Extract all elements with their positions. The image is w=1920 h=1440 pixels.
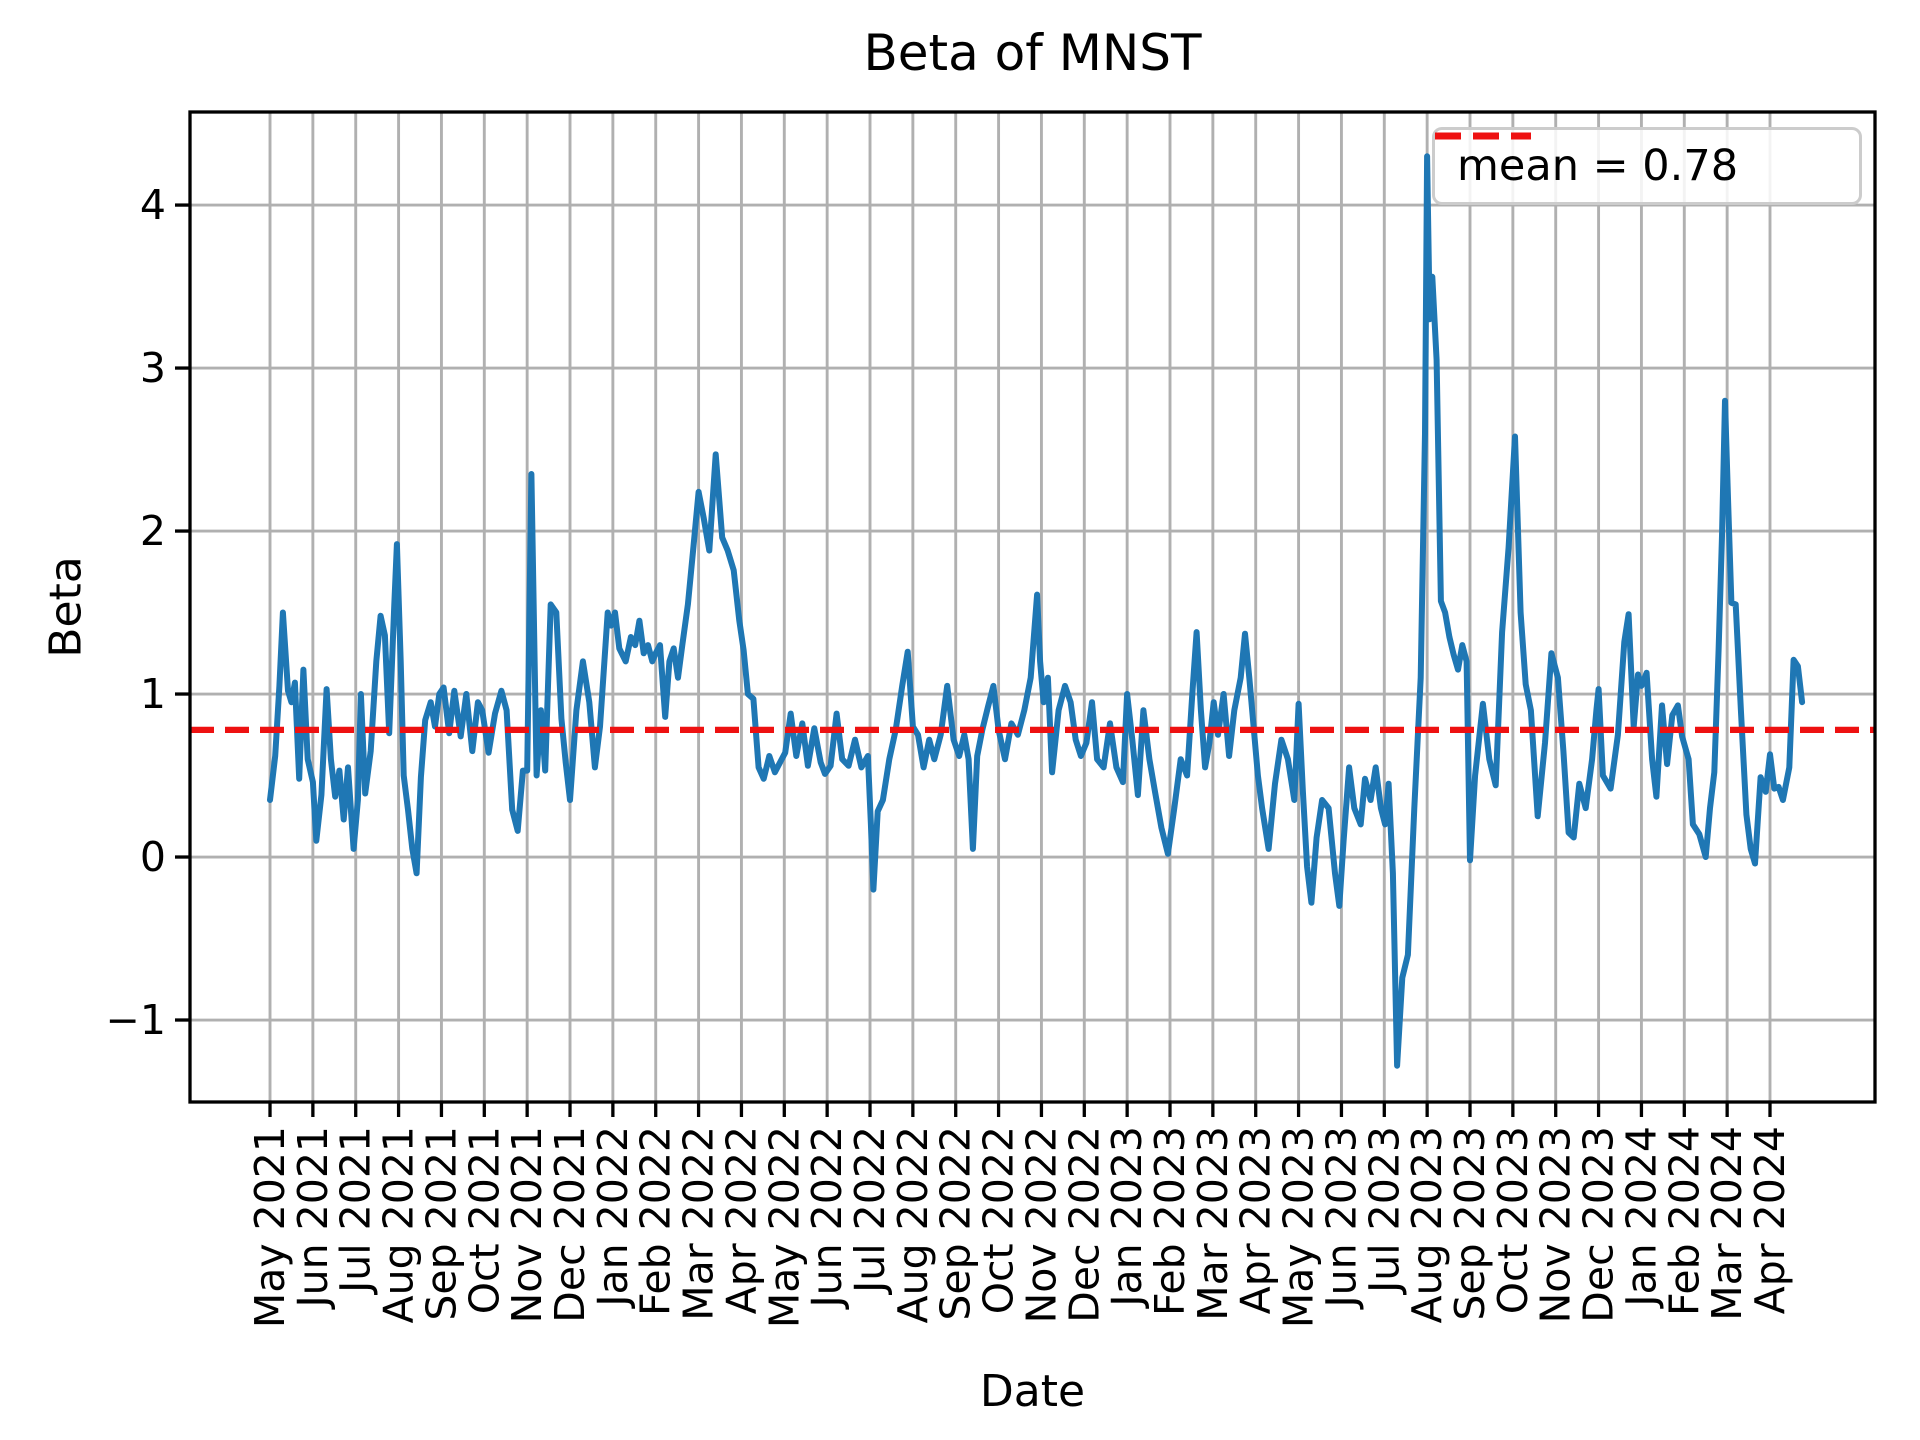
x-tick-label: Jul 2021 [332,1126,380,1296]
x-tick-label: Dec 2022 [1060,1126,1108,1323]
x-tick-label: Oct 2022 [975,1126,1023,1314]
x-tick-label: Apr 2023 [1232,1126,1280,1314]
y-tick-label: 1 [140,670,166,718]
legend-dash-sample-icon [1435,132,1531,140]
x-tick-label: Oct 2023 [1489,1126,1537,1314]
x-tick-label: Aug 2023 [1403,1126,1451,1323]
y-tick-label: 0 [140,833,166,881]
plot-area [188,110,1877,1104]
x-tick-label: Jun 2023 [1317,1126,1365,1310]
y-tick-label: 2 [140,507,166,555]
x-tick-label: Jan 2023 [1103,1126,1151,1310]
x-tick-label: Feb 2022 [632,1126,680,1316]
x-tick-label: Aug 2021 [375,1126,423,1323]
x-tick-label: Sep 2022 [932,1126,980,1321]
x-tick-label: May 2022 [760,1126,808,1328]
y-tick-label: −1 [106,996,166,1044]
x-tick-label: Nov 2021 [503,1126,551,1323]
legend: mean = 0.78 [1432,127,1862,205]
x-tick-label: May 2023 [1275,1126,1323,1328]
data-layer [190,153,1875,1069]
x-tick-label: Mar 2023 [1189,1126,1237,1321]
x-tick-label: Aug 2022 [889,1126,937,1323]
x-tick-label: Jun 2021 [289,1126,337,1310]
x-tick-label: Nov 2023 [1532,1126,1580,1323]
gridlines [190,112,1875,1102]
x-tick-label: Apr 2022 [717,1126,765,1314]
x-tick-label: Dec 2023 [1575,1126,1623,1323]
axis-ticks [175,203,1772,1117]
x-tick-label: Mar 2022 [675,1126,723,1321]
x-tick-label: Jan 2024 [1617,1126,1665,1310]
chart-title: Beta of MNST [863,24,1202,82]
x-tick-label: May 2021 [246,1126,294,1328]
y-tick-label: 4 [140,181,166,229]
x-tick-label: Sep 2023 [1446,1126,1494,1321]
x-tick-label: Nov 2022 [1017,1126,1065,1323]
x-tick-label: Oct 2021 [460,1126,508,1314]
y-tick-label: 3 [140,344,166,392]
x-tick-label: Dec 2021 [546,1126,594,1323]
y-axis-label: Beta [40,556,92,658]
beta-line [267,153,1806,1069]
x-tick-label: Feb 2024 [1660,1126,1708,1316]
x-tick-label: Jul 2022 [846,1126,894,1296]
x-tick-label: Feb 2023 [1146,1126,1194,1316]
x-tick-label: Sep 2021 [417,1126,465,1321]
legend-label: mean = 0.78 [1457,141,1739,191]
x-tick-label: Jun 2022 [803,1126,851,1310]
x-tick-label: Jan 2022 [589,1126,637,1310]
x-tick-label: Mar 2024 [1703,1126,1751,1321]
x-tick-label: Apr 2024 [1746,1126,1794,1314]
x-tick-label: Jul 2023 [1360,1126,1408,1296]
x-axis-label: Date [979,1366,1086,1417]
